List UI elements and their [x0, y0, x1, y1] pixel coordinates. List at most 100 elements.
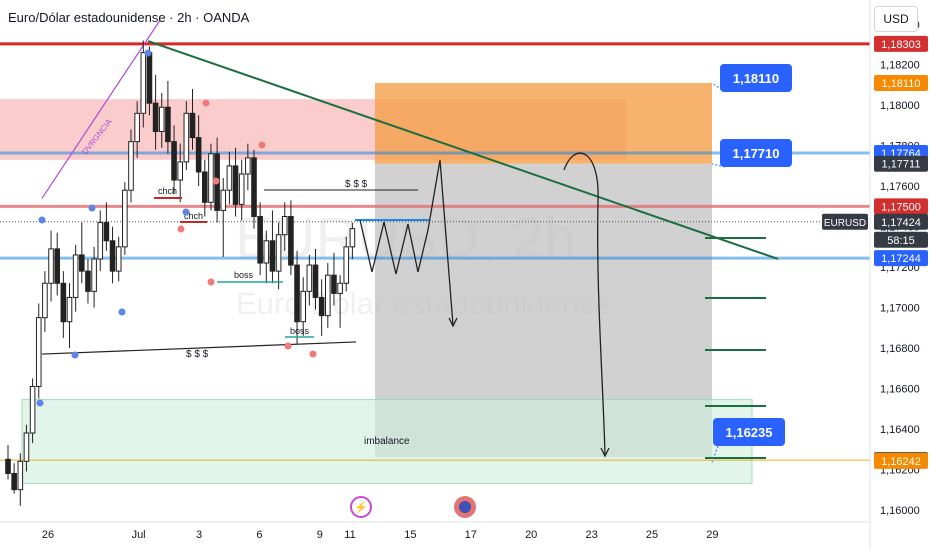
candle-body — [115, 246, 122, 272]
y-tick-label: 1,16800 — [880, 343, 920, 355]
candle-body — [269, 240, 276, 272]
axis-price-label-7 — [874, 231, 928, 248]
chch-label-1: chch — [158, 186, 177, 196]
pivot-dot-9 — [71, 351, 79, 359]
candle-body — [5, 458, 11, 474]
y-tick-label: 1,18000 — [880, 100, 920, 112]
candle-body — [312, 264, 319, 298]
axis-price-label-4 — [874, 155, 928, 172]
candle-body — [85, 270, 91, 292]
axis-price-label-2 — [874, 74, 928, 91]
candle-body — [318, 296, 325, 317]
stop-zone — [375, 82, 712, 164]
pivot-dot-10 — [118, 308, 126, 316]
trendline-support — [41, 341, 357, 355]
imbalance-zone — [21, 399, 753, 485]
candle-body — [257, 215, 263, 264]
candle-body — [189, 112, 196, 139]
price-callout-3 — [713, 418, 785, 446]
pivot-dot-3 — [258, 141, 266, 149]
candle-body — [128, 141, 134, 191]
candle-body — [72, 254, 79, 298]
candle-body — [263, 240, 270, 264]
chch-label-2: chch — [184, 211, 203, 221]
y-tick-label: 1,17600 — [880, 181, 920, 193]
liquidity-top-label: $ $ $ — [345, 179, 368, 190]
candle-body — [325, 274, 331, 317]
divergence-line — [41, 19, 161, 199]
candle-body — [23, 432, 30, 462]
candle-body — [220, 189, 227, 211]
pivot-dot-4 — [212, 177, 220, 185]
candle-body — [306, 264, 313, 292]
trendline-down — [147, 40, 779, 260]
candle-body — [152, 102, 159, 133]
candle-body — [294, 264, 300, 323]
pivot-dot-8 — [182, 208, 190, 216]
imbalance-label: imbalance — [364, 436, 410, 447]
candle-body — [251, 157, 257, 217]
pivot-dot-7 — [88, 204, 96, 212]
axis-price-label-8 — [874, 250, 928, 267]
y-tick-label: 1,17000 — [880, 303, 920, 315]
candle-body — [140, 52, 147, 114]
x-tick-label: 3 — [196, 529, 202, 541]
price-callout-1 — [720, 64, 792, 92]
flag-icon-center — [459, 501, 471, 513]
x-tick-label: 17 — [465, 529, 477, 541]
candle-body — [42, 282, 48, 319]
pivot-dot-5 — [177, 225, 185, 233]
candle-body — [183, 112, 190, 163]
lightning-icon — [350, 496, 372, 518]
target-curve — [563, 152, 606, 456]
x-tick-label: 25 — [646, 529, 658, 541]
x-tick-label: 29 — [706, 529, 718, 541]
symbol-tag — [822, 213, 868, 230]
candle-body — [232, 165, 239, 205]
candle-body — [158, 106, 165, 133]
candle-body — [275, 234, 282, 272]
candle-body — [349, 228, 356, 248]
price-callout-label-1: 1,18110 — [733, 71, 779, 86]
candle-body — [208, 153, 214, 203]
candle-body — [48, 248, 54, 284]
candle-body — [66, 296, 73, 323]
x-tick-label: 9 — [317, 529, 323, 541]
candle-body — [122, 189, 128, 248]
candle-body — [337, 282, 343, 294]
candle-body — [343, 246, 350, 284]
axis-price-label-1 — [874, 35, 928, 52]
price-callout-pointer-3 — [711, 445, 719, 463]
candle-body — [331, 274, 337, 294]
currency-button[interactable]: USD — [874, 6, 918, 32]
projection-path — [359, 159, 454, 326]
axis-price-label-text-8: 1,17244 — [881, 253, 921, 265]
price-callout-label-2: 1,17710 — [733, 146, 780, 161]
x-tick-label: 15 — [404, 529, 416, 541]
y-tick-label: 1,16600 — [880, 383, 920, 395]
candle-body — [245, 157, 251, 175]
axis-price-label-text-1: 1,18303 — [881, 39, 921, 51]
candle-body — [35, 317, 42, 387]
candle-body — [165, 106, 171, 143]
candle-body — [60, 282, 67, 323]
price-callout-pointer-1 — [711, 82, 726, 93]
candle-body — [146, 52, 153, 104]
lightning-glyph: ⚡ — [354, 501, 368, 514]
axis-price-label-text-2: 1,18110 — [882, 78, 921, 90]
boss-label-2: boss — [290, 326, 310, 336]
price-callout-label-3: 1,16235 — [726, 425, 773, 440]
candle-body — [288, 215, 294, 266]
candle-body — [17, 460, 24, 491]
axis-price-label-text-5: 1,17500 — [881, 201, 921, 213]
candle-body — [177, 161, 183, 181]
axis-price-label-text-10: 1,16242 — [881, 456, 921, 468]
y-tick-label: 1,16000 — [880, 505, 920, 517]
candle-body — [91, 258, 97, 292]
candle-body — [29, 385, 36, 434]
candle-body — [226, 165, 233, 191]
axis-price-label-10 — [874, 452, 928, 469]
pivot-dot-14 — [36, 399, 44, 407]
